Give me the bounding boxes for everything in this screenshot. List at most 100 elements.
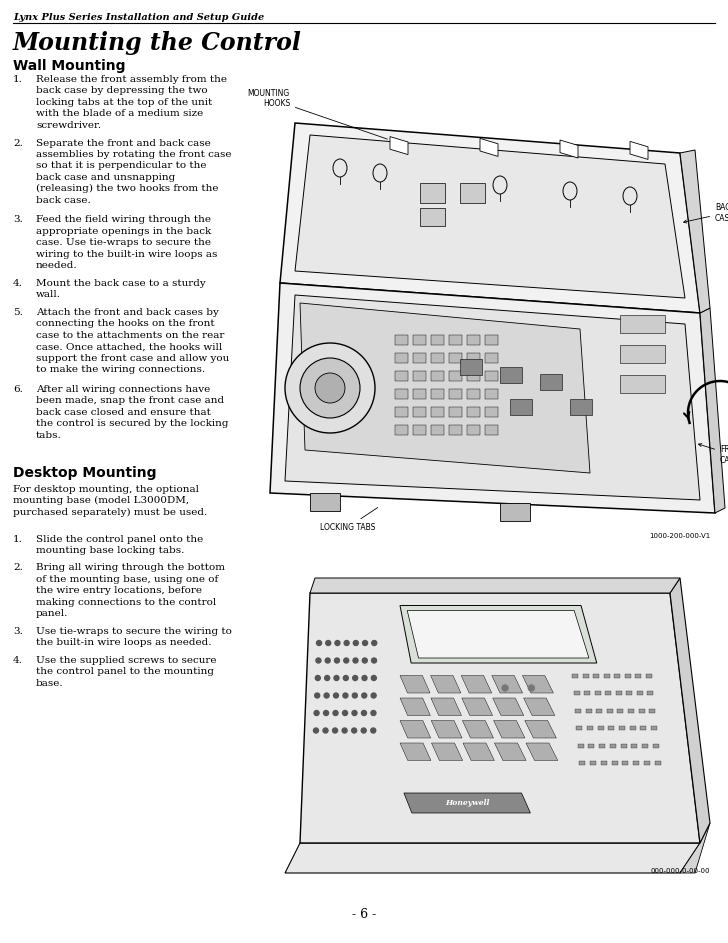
Text: Wall Mounting: Wall Mounting bbox=[13, 59, 125, 73]
Circle shape bbox=[371, 693, 376, 698]
Bar bbox=[485, 425, 498, 435]
Bar bbox=[574, 691, 579, 695]
Polygon shape bbox=[404, 793, 531, 813]
Bar bbox=[647, 691, 654, 695]
Polygon shape bbox=[523, 698, 555, 716]
Circle shape bbox=[325, 640, 331, 646]
Text: 4.: 4. bbox=[13, 279, 23, 288]
Polygon shape bbox=[432, 743, 463, 760]
Bar bbox=[583, 673, 589, 677]
Text: 1.: 1. bbox=[13, 75, 23, 84]
Text: 2.: 2. bbox=[13, 564, 23, 572]
Bar bbox=[431, 389, 444, 399]
Bar bbox=[449, 425, 462, 435]
Text: BACK
CASE: BACK CASE bbox=[684, 204, 728, 223]
Circle shape bbox=[362, 693, 367, 698]
Text: Separate the front and back case
assemblies by rotating the front case
so that i: Separate the front and back case assembl… bbox=[36, 139, 232, 205]
Text: Slide the control panel onto the
mounting base locking tabs.: Slide the control panel onto the mountin… bbox=[36, 535, 203, 554]
Bar bbox=[638, 708, 645, 713]
Circle shape bbox=[333, 728, 338, 733]
Bar bbox=[588, 743, 595, 748]
Bar bbox=[413, 353, 426, 363]
Polygon shape bbox=[630, 141, 648, 159]
Bar bbox=[641, 726, 646, 730]
Polygon shape bbox=[285, 843, 700, 873]
Circle shape bbox=[323, 710, 328, 716]
Bar bbox=[485, 335, 498, 345]
Circle shape bbox=[363, 640, 368, 646]
Bar bbox=[642, 743, 648, 748]
Circle shape bbox=[333, 693, 339, 698]
Bar bbox=[607, 708, 613, 713]
Bar bbox=[413, 407, 426, 417]
Bar bbox=[575, 708, 581, 713]
Bar bbox=[649, 708, 655, 713]
Circle shape bbox=[353, 640, 358, 646]
Bar bbox=[590, 761, 596, 765]
Bar bbox=[449, 407, 462, 417]
Circle shape bbox=[372, 640, 377, 646]
Bar bbox=[431, 335, 444, 345]
Text: 3.: 3. bbox=[13, 627, 23, 636]
Text: Release the front assembly from the
back case by depressing the two
locking tabs: Release the front assembly from the back… bbox=[36, 75, 227, 130]
Bar bbox=[485, 389, 498, 399]
Text: 000-000-0-00-00: 000-000-0-00-00 bbox=[651, 868, 710, 874]
Bar bbox=[585, 708, 592, 713]
Polygon shape bbox=[390, 137, 408, 155]
Bar bbox=[395, 389, 408, 399]
Circle shape bbox=[325, 675, 330, 681]
Circle shape bbox=[300, 358, 360, 418]
Polygon shape bbox=[462, 675, 491, 693]
Polygon shape bbox=[400, 605, 597, 663]
Bar bbox=[651, 726, 657, 730]
Text: Lynx Plus Series Installation and Setup Guide: Lynx Plus Series Installation and Setup … bbox=[13, 13, 264, 22]
Circle shape bbox=[352, 710, 357, 716]
Bar bbox=[620, 315, 665, 333]
Circle shape bbox=[344, 658, 349, 663]
Bar bbox=[449, 335, 462, 345]
Text: Use the supplied screws to secure
the control panel to the mounting
base.: Use the supplied screws to secure the co… bbox=[36, 656, 216, 687]
Polygon shape bbox=[494, 743, 526, 760]
Circle shape bbox=[317, 640, 322, 646]
Bar bbox=[604, 673, 610, 677]
Bar bbox=[395, 407, 408, 417]
Text: Mount the back case to a sturdy
wall.: Mount the back case to a sturdy wall. bbox=[36, 279, 206, 300]
Bar bbox=[413, 335, 426, 345]
Bar bbox=[587, 726, 593, 730]
Circle shape bbox=[285, 343, 375, 433]
Polygon shape bbox=[310, 578, 680, 593]
Polygon shape bbox=[280, 123, 700, 313]
Bar bbox=[614, 673, 620, 677]
Circle shape bbox=[335, 640, 340, 646]
Circle shape bbox=[371, 728, 376, 733]
Circle shape bbox=[316, 658, 321, 663]
Circle shape bbox=[352, 693, 357, 698]
Bar bbox=[460, 183, 485, 203]
Bar bbox=[449, 389, 462, 399]
Polygon shape bbox=[400, 698, 430, 716]
Polygon shape bbox=[560, 140, 578, 158]
Polygon shape bbox=[431, 698, 462, 716]
Bar bbox=[485, 353, 498, 363]
Text: Desktop Mounting: Desktop Mounting bbox=[13, 467, 157, 481]
Bar bbox=[579, 761, 585, 765]
Circle shape bbox=[371, 675, 376, 681]
Bar bbox=[620, 345, 665, 363]
Bar bbox=[585, 691, 590, 695]
Circle shape bbox=[529, 685, 534, 691]
Bar bbox=[449, 371, 462, 381]
Text: 5.: 5. bbox=[13, 308, 23, 317]
Bar bbox=[644, 761, 650, 765]
Circle shape bbox=[323, 728, 328, 733]
Polygon shape bbox=[300, 593, 700, 843]
Text: MOUNTING
HOOKS: MOUNTING HOOKS bbox=[248, 89, 387, 140]
Polygon shape bbox=[463, 743, 494, 760]
Circle shape bbox=[314, 728, 318, 733]
Circle shape bbox=[315, 675, 320, 681]
Polygon shape bbox=[493, 698, 523, 716]
Bar bbox=[460, 359, 482, 375]
Polygon shape bbox=[462, 720, 494, 738]
Text: 4.: 4. bbox=[13, 656, 23, 665]
Bar bbox=[420, 183, 445, 203]
Bar bbox=[626, 691, 633, 695]
